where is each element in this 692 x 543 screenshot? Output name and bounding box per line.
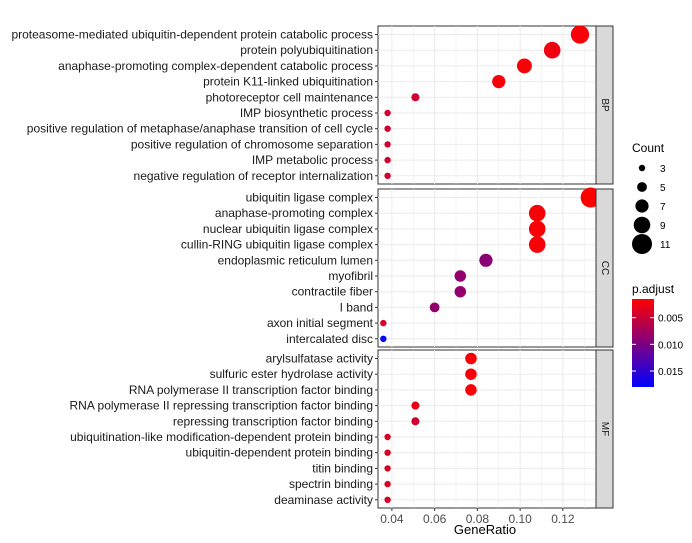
size-legend-key xyxy=(633,216,651,234)
color-legend-label: 0.010 xyxy=(658,340,683,351)
facet-strip xyxy=(595,25,614,185)
data-point xyxy=(384,465,391,472)
size-legend-key xyxy=(638,164,646,172)
term-label: endoplasmic reticulum lumen xyxy=(218,253,373,267)
facet-panel xyxy=(377,188,597,348)
term-label: contractile fiber xyxy=(292,285,373,299)
data-point xyxy=(411,417,420,426)
term-label: RNA polymerase II transcription factor b… xyxy=(129,383,373,397)
term-label: negative regulation of receptor internal… xyxy=(134,169,373,183)
data-point xyxy=(492,75,506,89)
data-point xyxy=(380,335,387,342)
term-label: proteasome-mediated ubiquitin-dependent … xyxy=(11,28,373,42)
term-label: ubiquitin-dependent protein binding xyxy=(186,446,373,460)
term-label: deaminase activity xyxy=(274,493,373,507)
term-label: spectrin binding xyxy=(289,477,373,491)
x-tick-label: 0.12 xyxy=(551,512,575,526)
data-point xyxy=(384,433,391,441)
data-point xyxy=(570,25,590,44)
term-label: repressing transcription factor binding xyxy=(173,414,373,428)
color-legend-bar xyxy=(632,299,654,387)
data-point xyxy=(479,253,493,267)
facet-strip-label: CC xyxy=(599,261,610,275)
term-label: RNA polymerase II repressing transcripti… xyxy=(70,399,373,413)
facet-panel xyxy=(377,349,597,509)
data-point xyxy=(384,496,391,503)
data-point xyxy=(528,236,546,253)
data-point xyxy=(465,352,477,365)
term-label: titin binding xyxy=(312,461,373,475)
color-legend-title: p.adjust xyxy=(632,282,675,296)
term-label: anaphase-promoting complex xyxy=(215,206,373,220)
term-label: positive regulation of metaphase/anaphas… xyxy=(27,122,374,136)
term-label: arylsulfatase activity xyxy=(266,352,373,366)
term-label: I band xyxy=(340,300,373,314)
term-label: ubiquitination-like modification-depende… xyxy=(70,430,373,444)
size-legend-label: 5 xyxy=(660,183,666,194)
data-point xyxy=(380,319,387,327)
data-point xyxy=(528,204,546,222)
data-point xyxy=(429,302,440,313)
term-label: axon initial segment xyxy=(267,316,374,330)
color-legend-label: 0.005 xyxy=(658,314,683,325)
term-label: nuclear ubiquitin ligase complex xyxy=(203,222,373,236)
size-legend-key xyxy=(632,234,652,254)
data-point xyxy=(543,41,561,59)
data-point xyxy=(411,93,420,102)
term-label: protein K11-linked ubiquitination xyxy=(203,75,373,89)
size-legend-label: 11 xyxy=(660,240,671,251)
term-label: ubiquitin ligase complex xyxy=(246,191,373,205)
term-label: IMP metabolic process xyxy=(252,153,373,167)
data-point xyxy=(465,368,477,380)
data-point xyxy=(384,109,391,117)
data-point xyxy=(384,156,391,164)
data-point xyxy=(528,220,546,238)
size-legend-label: 7 xyxy=(660,202,666,213)
x-tick-label: 0.10 xyxy=(508,512,532,526)
term-label: positive regulation of chromosome separa… xyxy=(131,137,373,151)
data-point xyxy=(384,172,391,179)
facet-strip xyxy=(595,349,614,509)
x-tick-label: 0.08 xyxy=(466,512,490,526)
x-tick-label: 0.04 xyxy=(380,512,404,526)
term-label: protein polyubiquitination xyxy=(240,43,373,57)
size-legend-label: 3 xyxy=(660,164,666,175)
data-point xyxy=(465,384,477,396)
term-label: cullin-RING ubiquitin ligase complex xyxy=(181,238,373,252)
term-label: anaphase-promoting complex-dependent cat… xyxy=(58,59,373,73)
term-label: IMP biosynthetic process xyxy=(240,106,373,120)
data-point xyxy=(384,125,391,132)
data-point xyxy=(384,480,391,488)
size-legend-key xyxy=(635,199,649,213)
x-tick-label: 0.06 xyxy=(423,512,447,526)
data-point xyxy=(411,401,420,410)
data-point xyxy=(516,58,532,74)
data-point xyxy=(384,449,391,456)
data-point xyxy=(454,285,467,298)
term-label: sulfuric ester hydrolase activity xyxy=(210,367,373,381)
x-axis-title: GeneRatio xyxy=(454,522,516,537)
term-label: photoreceptor cell maintenance xyxy=(206,90,374,104)
color-legend-label: 0.015 xyxy=(658,367,683,378)
term-label: intercalated disc xyxy=(286,332,373,346)
size-legend-title: Count xyxy=(632,141,665,155)
facet-strip-label: MF xyxy=(599,422,610,436)
data-point xyxy=(454,270,467,282)
size-legend-label: 9 xyxy=(660,221,666,232)
data-point xyxy=(384,141,391,148)
facet-strip-label: BP xyxy=(599,98,610,112)
facet-strip xyxy=(595,188,614,348)
size-legend-key xyxy=(637,182,647,192)
term-label: myofibril xyxy=(328,269,373,283)
